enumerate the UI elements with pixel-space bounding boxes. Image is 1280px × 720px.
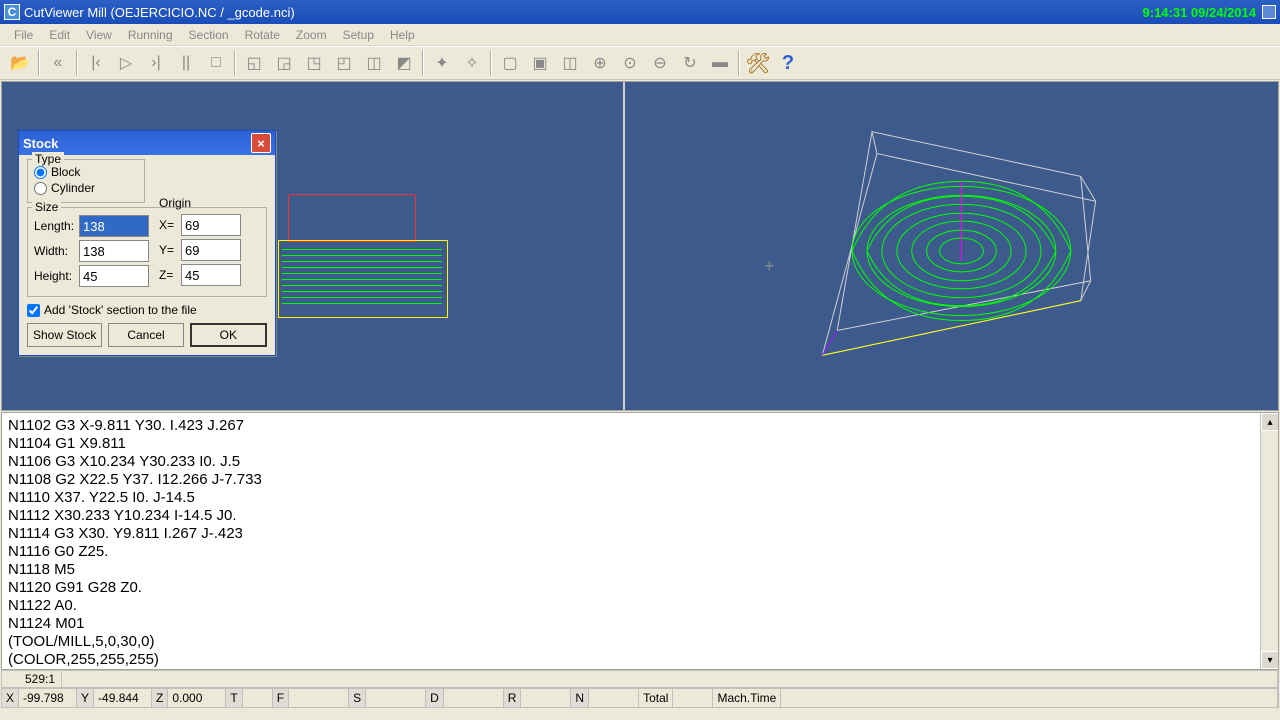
x-label: X= [159, 218, 181, 232]
menu-edit[interactable]: Edit [41, 26, 78, 44]
view-5-icon[interactable]: ◫ [360, 49, 388, 77]
d-status-label: D [426, 689, 444, 707]
step-fwd-icon[interactable]: ›| [142, 49, 170, 77]
view-6-icon[interactable]: ◩ [390, 49, 418, 77]
x-status: -99.798 [19, 689, 77, 707]
close-icon[interactable]: × [251, 133, 271, 153]
tool-icon[interactable]: 🛠 [744, 49, 772, 77]
y-input[interactable] [181, 239, 241, 261]
menu-setup[interactable]: Setup [335, 26, 382, 44]
menu-section[interactable]: Section [181, 26, 237, 44]
block-label: Block [51, 165, 80, 179]
menubar: File Edit View Running Section Rotate Zo… [0, 24, 1280, 46]
stop-icon[interactable]: □ [202, 49, 230, 77]
axes-2-icon[interactable]: ✧ [458, 49, 486, 77]
play-icon[interactable]: ▷ [112, 49, 140, 77]
view-1-icon[interactable]: ◱ [240, 49, 268, 77]
zoom-fit-icon[interactable]: ⊙ [616, 49, 644, 77]
width-input[interactable] [79, 240, 149, 262]
stock-dialog: Stock × Type Block Cylinder Size Length:… [18, 130, 276, 356]
size-group-label: Size [32, 200, 61, 214]
cylinder-radio[interactable] [34, 182, 47, 195]
height-input[interactable] [79, 265, 149, 287]
block-radio[interactable] [34, 166, 47, 179]
r-status-label: R [504, 689, 522, 707]
open-icon[interactable]: 📂 [6, 49, 34, 77]
cylinder-label: Cylinder [51, 181, 95, 195]
y-status-label: Y [77, 689, 94, 707]
dialog-title: Stock [23, 136, 251, 151]
scroll-down-icon[interactable]: ▾ [1261, 651, 1279, 669]
crosshair-icon: + [764, 256, 775, 277]
refresh-icon[interactable]: ↻ [676, 49, 704, 77]
s-status-label: S [349, 689, 366, 707]
z-input[interactable] [181, 264, 241, 286]
status-bar-2: X-99.798 Y-49.844 Z0.000 T F S D R N Tot… [1, 688, 1279, 708]
view-3-icon[interactable]: ◳ [300, 49, 328, 77]
zoom-in-icon[interactable]: ⊕ [586, 49, 614, 77]
view-4-icon[interactable]: ◰ [330, 49, 358, 77]
clock: 9:14:31 09/24/2014 [1143, 5, 1256, 20]
cursor-pos: 529:1 [2, 671, 62, 687]
step-back-icon[interactable]: |‹ [82, 49, 110, 77]
gcode-area[interactable]: N1102 G3 X-9.811 Y30. I.423 J.267 N1104 … [1, 412, 1279, 670]
menu-running[interactable]: Running [120, 26, 181, 44]
titlebar: C CutViewer Mill (OEJERCICIO.NC / _gcode… [0, 0, 1280, 24]
scroll-up-icon[interactable]: ▴ [1261, 413, 1279, 431]
ok-button[interactable]: OK [190, 323, 267, 347]
show-stock-button[interactable]: Show Stock [27, 323, 102, 347]
app-icon: C [4, 4, 20, 20]
z-label: Z= [159, 268, 181, 282]
menu-file[interactable]: File [6, 26, 41, 44]
y-label: Y= [159, 243, 181, 257]
type-group-label: Type [32, 152, 64, 166]
gcode-text: N1102 G3 X-9.811 Y30. I.423 J.267 N1104 … [8, 417, 262, 670]
menu-view[interactable]: View [78, 26, 120, 44]
t-status-label: T [226, 689, 242, 707]
menu-rotate[interactable]: Rotate [237, 26, 288, 44]
total-status-label: Total [639, 689, 673, 707]
pause-icon[interactable]: || [172, 49, 200, 77]
viewport-3d-svg [625, 82, 1278, 410]
app-title: CutViewer Mill (OEJERCICIO.NC / _gcode.n… [24, 5, 1143, 20]
mach-status-label: Mach.Time [713, 689, 781, 707]
ruler-icon[interactable]: ▬ [706, 49, 734, 77]
x-input[interactable] [181, 214, 241, 236]
minimize-button[interactable] [1262, 5, 1276, 19]
menu-zoom[interactable]: Zoom [288, 26, 335, 44]
length-label: Length: [34, 219, 79, 233]
x-status-label: X [2, 689, 19, 707]
axes-icon[interactable]: ✦ [428, 49, 456, 77]
view-2-icon[interactable]: ◲ [270, 49, 298, 77]
region-icon[interactable]: ▣ [526, 49, 554, 77]
f-status-label: F [273, 689, 289, 707]
z-status-label: Z [152, 689, 168, 707]
menu-help[interactable]: Help [382, 26, 423, 44]
origin-label: Origin [159, 196, 241, 210]
toolbar: 📂 « |‹ ▷ ›| || □ ◱ ◲ ◳ ◰ ◫ ◩ ✦ ✧ ▢ ▣ ◫ ⊕… [0, 46, 1280, 80]
height-label: Height: [34, 269, 79, 283]
length-input[interactable] [79, 215, 149, 237]
add-stock-checkbox[interactable] [27, 304, 40, 317]
n-status-label: N [571, 689, 589, 707]
select-icon[interactable]: ▢ [496, 49, 524, 77]
help-icon[interactable]: ? [774, 49, 802, 77]
viewport-right[interactable] [625, 82, 1278, 410]
rewind-icon[interactable]: « [44, 49, 72, 77]
z-status: 0.000 [168, 689, 226, 707]
layers-icon[interactable]: ◫ [556, 49, 584, 77]
width-label: Width: [34, 244, 79, 258]
cancel-button[interactable]: Cancel [108, 323, 183, 347]
add-stock-label: Add 'Stock' section to the file [44, 303, 197, 317]
scrollbar[interactable]: ▴ ▾ [1260, 413, 1278, 669]
y-status: -49.844 [94, 689, 152, 707]
status-bar-1: 529:1 [1, 670, 1279, 688]
zoom-out-icon[interactable]: ⊖ [646, 49, 674, 77]
